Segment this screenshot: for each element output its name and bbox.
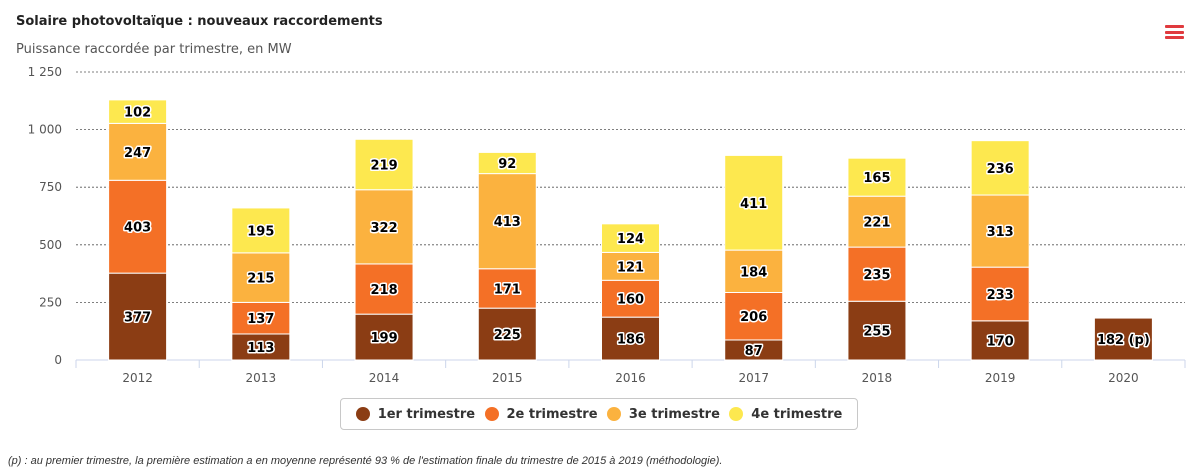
footnote: (p) : au premier trimestre, la première … (8, 455, 723, 467)
data-label: 137 (247, 312, 274, 327)
data-label: 235 (863, 268, 890, 283)
data-label: 171 (494, 282, 521, 297)
bar-segment (724, 154, 784, 251)
chart-subtitle: Puissance raccordée par trimestre, en MW (16, 42, 292, 57)
bar-segment (231, 207, 291, 254)
y-tick-label: 1 250 (28, 65, 62, 79)
bar-segment (108, 99, 168, 124)
data-label: 221 (863, 216, 890, 231)
data-label: 199 (370, 331, 397, 346)
bar-segment (601, 223, 660, 253)
bar-segment (354, 189, 414, 265)
x-tick-label: 2014 (369, 371, 400, 385)
data-label: 219 (370, 159, 397, 174)
data-label: 87 (745, 344, 763, 359)
bar-segment (354, 138, 414, 191)
bar-segment (108, 122, 168, 181)
legend-label: 2e trimestre (506, 406, 598, 422)
y-tick-label: 0 (54, 353, 62, 367)
data-label: 377 (124, 311, 151, 326)
x-tick-label: 2016 (615, 371, 646, 385)
legend-label: 3e trimestre (628, 406, 720, 422)
legend-swatch-icon (606, 407, 621, 421)
legend-swatch-icon (484, 407, 499, 421)
data-label: 225 (494, 328, 521, 343)
data-label: 165 (863, 171, 890, 186)
chart-title: Solaire photovoltaïque : nouveaux raccor… (16, 14, 383, 29)
legend-item[interactable]: 4e trimestre (729, 407, 842, 422)
y-tick-label: 250 (39, 295, 62, 309)
x-tick-label: 2020 (1108, 371, 1139, 385)
bar-segment (231, 301, 291, 335)
bar-segment (970, 320, 1030, 361)
bar-segment (847, 195, 907, 248)
data-label: 233 (987, 288, 1014, 303)
hamburger-menu-icon[interactable] (1165, 25, 1184, 39)
data-label: 113 (247, 341, 274, 356)
data-label: 322 (370, 221, 397, 236)
data-label: 206 (740, 310, 767, 325)
data-label: 247 (124, 146, 151, 161)
data-label: 124 (617, 232, 644, 247)
legend-swatch-icon (729, 407, 744, 421)
bar-segment (231, 333, 291, 361)
bar-segment (847, 157, 907, 197)
x-tick-label: 2017 (738, 371, 769, 385)
legend-item[interactable]: 1er trimestre (355, 406, 476, 422)
data-label: 403 (124, 221, 151, 236)
data-label: 255 (863, 325, 890, 340)
y-tick-label: 750 (39, 180, 62, 194)
data-label: 411 (740, 197, 767, 212)
data-label: 195 (247, 224, 274, 239)
data-label: 170 (987, 334, 1014, 349)
data-label: 182 (p) (1097, 333, 1150, 348)
x-tick-label: 2013 (246, 371, 277, 385)
bar-segment (847, 246, 907, 302)
bar-segment (970, 266, 1030, 322)
bar-segment (477, 307, 537, 361)
legend-label: 1er trimestre (377, 406, 476, 422)
data-label: 413 (494, 215, 521, 230)
bar-segment (477, 151, 537, 175)
data-label: 121 (617, 260, 644, 275)
bar-segment (231, 252, 291, 303)
bar-segment (601, 316, 660, 361)
y-tick-label: 500 (39, 238, 62, 252)
chart-legend: 1er trimestre 2e trimestre 3e trimestre 4e … (340, 398, 858, 430)
bar-segment (477, 173, 537, 270)
x-tick-label: 2012 (122, 371, 153, 385)
data-label: 236 (987, 162, 1014, 177)
legend-swatch-icon (355, 407, 370, 421)
data-label: 160 (617, 293, 644, 308)
x-tick-label: 2015 (492, 371, 523, 385)
bar-segment (1093, 317, 1153, 361)
bar-segment (970, 140, 1030, 196)
data-label: 102 (124, 106, 151, 121)
data-label: 186 (617, 333, 644, 348)
bar-segment (108, 272, 168, 361)
bar-segment (601, 251, 660, 281)
legend-item[interactable]: 2e trimestre (484, 406, 598, 422)
data-label: 218 (370, 283, 397, 298)
data-label: 92 (498, 157, 516, 172)
x-tick-label: 2019 (985, 371, 1016, 385)
bar-segment (354, 313, 414, 361)
x-tick-label: 2018 (862, 371, 893, 385)
legend-item[interactable]: 3e trimestre (606, 406, 720, 422)
bar-segment (108, 179, 168, 274)
bar-segment (477, 268, 537, 309)
data-label: 313 (987, 225, 1014, 240)
bar-segment (724, 249, 784, 293)
data-label: 215 (247, 272, 274, 287)
data-label: 184 (740, 265, 767, 280)
y-tick-label: 1 000 (28, 123, 62, 137)
stacked-bar-chart: 0 250 500 750 1 000 1 250 2012 2013 2014 2015 2016… (28, 65, 1186, 385)
legend-label: 4e trimestre (751, 406, 843, 422)
